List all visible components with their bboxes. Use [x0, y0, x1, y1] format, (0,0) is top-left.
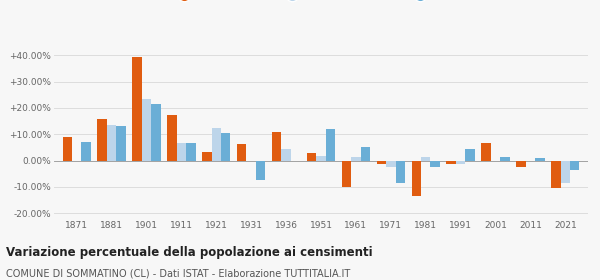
Bar — [142, 99, 151, 160]
Bar — [386, 160, 395, 167]
Bar — [281, 150, 291, 160]
Bar — [326, 129, 335, 160]
Bar — [167, 115, 176, 160]
Bar — [395, 160, 405, 183]
Bar — [481, 143, 491, 160]
Bar — [202, 152, 212, 160]
Bar — [272, 132, 281, 160]
Bar — [412, 160, 421, 196]
Bar — [560, 160, 570, 183]
Bar — [551, 160, 560, 188]
Bar — [62, 137, 72, 160]
Bar — [351, 157, 361, 160]
Bar — [535, 158, 545, 160]
Bar — [97, 119, 107, 160]
Bar — [342, 160, 351, 187]
Text: COMUNE DI SOMMATINO (CL) - Dati ISTAT - Elaborazione TUTTITALIA.IT: COMUNE DI SOMMATINO (CL) - Dati ISTAT - … — [6, 269, 350, 279]
Bar — [361, 147, 370, 160]
Bar — [430, 160, 440, 167]
Bar — [446, 160, 456, 164]
Bar — [186, 143, 196, 160]
Bar — [307, 153, 316, 160]
Bar — [570, 160, 580, 170]
Bar — [466, 149, 475, 160]
Bar — [237, 144, 247, 160]
Bar — [316, 156, 326, 160]
Bar — [176, 143, 186, 160]
Bar — [82, 142, 91, 160]
Legend: Sommatino, Provincia di CL, Sicilia: Sommatino, Provincia di CL, Sicilia — [167, 0, 475, 7]
Bar — [516, 160, 526, 167]
Bar — [212, 128, 221, 160]
Bar — [116, 126, 126, 160]
Bar — [456, 160, 466, 164]
Bar — [421, 157, 430, 160]
Bar — [221, 133, 230, 160]
Bar — [500, 157, 509, 160]
Bar — [107, 125, 116, 160]
Text: Variazione percentuale della popolazione ai censimenti: Variazione percentuale della popolazione… — [6, 246, 373, 259]
Bar — [151, 104, 161, 160]
Bar — [256, 160, 265, 180]
Bar — [133, 57, 142, 160]
Bar — [377, 160, 386, 164]
